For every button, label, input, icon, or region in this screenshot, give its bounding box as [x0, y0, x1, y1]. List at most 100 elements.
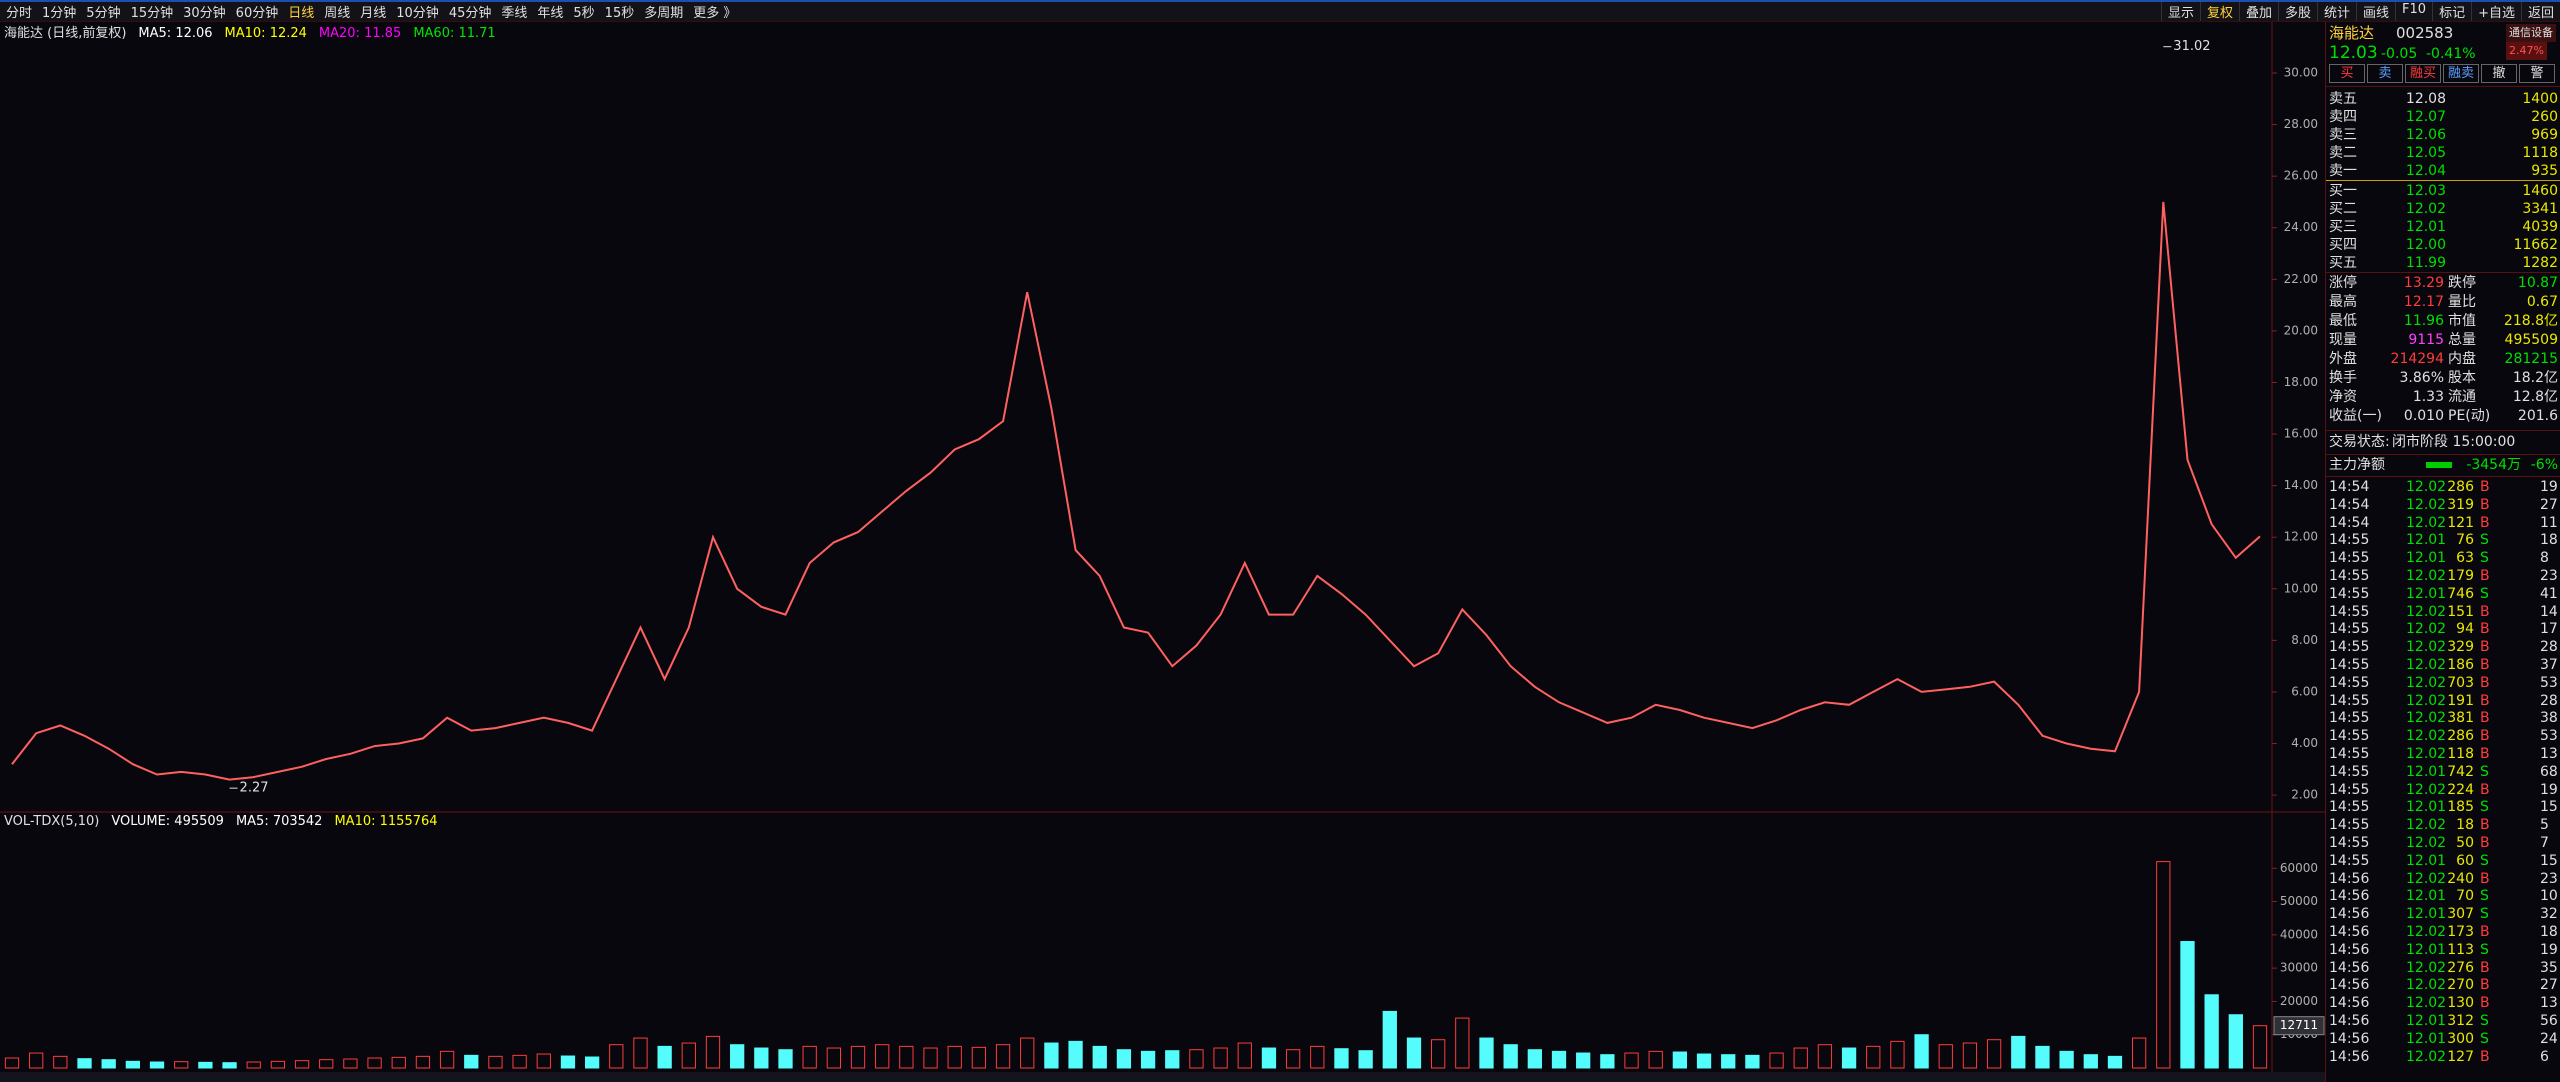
- y-tick-label: 16.00: [2284, 427, 2318, 441]
- tool-button[interactable]: 标记: [2432, 2, 2471, 21]
- stat-label: 总量: [2448, 332, 2476, 348]
- tick-volume: 60: [2456, 852, 2474, 869]
- volume-bar: [1914, 1034, 1929, 1069]
- stat-value: 3.86%: [2399, 370, 2444, 386]
- period-tab[interactable]: 15分钟: [130, 6, 174, 21]
- stat-label: 最低: [2329, 313, 2357, 329]
- tick-count: 28: [2540, 692, 2558, 709]
- volume-bar: [1769, 1052, 1784, 1069]
- tick-volume: 76: [2456, 532, 2474, 549]
- stat-value: 0.010: [2403, 408, 2444, 424]
- period-tab[interactable]: 月线: [360, 6, 387, 21]
- tick-time: 14:56: [2329, 888, 2370, 905]
- tick-price: 12.02: [2406, 959, 2447, 976]
- book-price: 12.00: [2405, 237, 2446, 253]
- trade-button[interactable]: 卖: [2367, 64, 2403, 83]
- tick-count: 53: [2540, 728, 2558, 745]
- volume-bar: [270, 1060, 286, 1069]
- period-tab[interactable]: 45分钟: [448, 6, 492, 21]
- tick-count: 10: [2540, 888, 2558, 905]
- book-volume: 1460: [2522, 183, 2558, 199]
- tool-button[interactable]: 画线: [2356, 2, 2395, 21]
- period-tab[interactable]: 60分钟: [235, 6, 279, 21]
- volume-bar: [2180, 941, 2195, 1069]
- period-tab[interactable]: 多周期: [644, 6, 684, 21]
- period-tab[interactable]: 10分钟: [396, 6, 439, 21]
- trade-button[interactable]: 融卖: [2443, 64, 2479, 83]
- tick-side: B: [2480, 995, 2490, 1012]
- period-tab[interactable]: 5分钟: [86, 6, 121, 21]
- indicator: MA10: 12.24: [225, 26, 307, 41]
- volume-bar: [1092, 1045, 1107, 1069]
- tick-count: 56: [2540, 1013, 2558, 1029]
- period-tab[interactable]: 1分钟: [42, 6, 77, 21]
- y-tick-label: 20000: [2280, 994, 2318, 1008]
- tick-price: 12.02: [2406, 621, 2447, 638]
- stat-value: 495509: [2504, 332, 2558, 348]
- volume-bar: [1479, 1037, 1494, 1069]
- volume-bar: [850, 1045, 866, 1069]
- tool-button[interactable]: 复权: [2199, 2, 2239, 21]
- current-value-box: [2273, 1016, 2325, 1036]
- book-volume: 4039: [2522, 219, 2558, 235]
- book-volume: 935: [2531, 163, 2558, 179]
- trade-button[interactable]: 警: [2519, 64, 2555, 83]
- period-tab[interactable]: 15秒: [604, 6, 635, 21]
- tool-button[interactable]: 显示: [2160, 2, 2200, 21]
- tick-price: 12.01: [2406, 1030, 2447, 1047]
- volume-bar: [754, 1047, 769, 1069]
- tick-time: 14:56: [2329, 924, 2370, 940]
- y-tick-label: 14.00: [2284, 478, 2318, 492]
- tool-button[interactable]: 统计: [2317, 2, 2356, 21]
- tool-button[interactable]: F10: [2395, 2, 2432, 21]
- tick-time: 14:55: [2329, 852, 2370, 869]
- tick-price: 12.01: [2406, 888, 2447, 905]
- trade-button[interactable]: 融买: [2405, 64, 2441, 83]
- period-tab[interactable]: 日线: [288, 6, 315, 21]
- volume-bar: [1962, 1042, 1978, 1069]
- volume-bar: [1044, 1042, 1059, 1069]
- tick-time: 14:55: [2329, 639, 2370, 656]
- tick-side: B: [2480, 924, 2490, 940]
- tick-side: S: [2480, 941, 2489, 958]
- book-volume: 1118: [2522, 145, 2558, 161]
- tick-time: 14:55: [2329, 674, 2370, 691]
- tick-time: 14:55: [2329, 532, 2370, 549]
- tick-price: 12.02: [2406, 835, 2447, 851]
- stat-label: 流通: [2448, 389, 2476, 405]
- tick-volume: 18: [2456, 817, 2474, 834]
- tick-side: B: [2480, 817, 2490, 834]
- book-volume: 969: [2531, 127, 2558, 143]
- period-tab[interactable]: 30分钟: [183, 6, 226, 21]
- volume-bar: [53, 1055, 68, 1069]
- tick-time: 14:56: [2329, 977, 2370, 994]
- date-strip: [0, 1072, 2325, 1082]
- volume-bar: [1721, 1054, 1736, 1069]
- volume-bar: [367, 1057, 382, 1069]
- period-tab[interactable]: 分时: [6, 6, 33, 21]
- period-tab[interactable]: 5秒: [573, 6, 595, 21]
- period-tab[interactable]: 周线: [324, 6, 351, 21]
- tick-side: B: [2480, 674, 2490, 691]
- trade-button[interactable]: 买: [2329, 64, 2365, 83]
- sector-change: 2.47%: [2506, 42, 2547, 60]
- period-tab[interactable]: 年线: [537, 6, 564, 21]
- tick-price: 12.02: [2406, 674, 2447, 691]
- tool-button[interactable]: 叠加: [2238, 2, 2278, 21]
- annotation: 31.02: [2173, 39, 2210, 54]
- trade-button[interactable]: 撤: [2481, 64, 2517, 83]
- tool-button[interactable]: 多股: [2277, 2, 2317, 21]
- tick-volume: 63: [2456, 550, 2474, 567]
- tick-count: 23: [2540, 568, 2558, 584]
- tool-button[interactable]: 返回: [2520, 2, 2560, 21]
- tick-volume: 746: [2447, 585, 2474, 602]
- volume-bar: [1406, 1037, 1422, 1069]
- period-tab[interactable]: 季线: [501, 6, 528, 21]
- y-tick-label: 40000: [2280, 927, 2318, 941]
- volume-bar: [1165, 1050, 1180, 1069]
- tool-button[interactable]: +自选: [2471, 2, 2521, 21]
- tick-price: 12.02: [2406, 496, 2447, 513]
- volume-bar: [1576, 1052, 1591, 1069]
- tick-price: 12.01: [2406, 585, 2447, 602]
- period-tab[interactable]: 更多 》: [693, 6, 737, 21]
